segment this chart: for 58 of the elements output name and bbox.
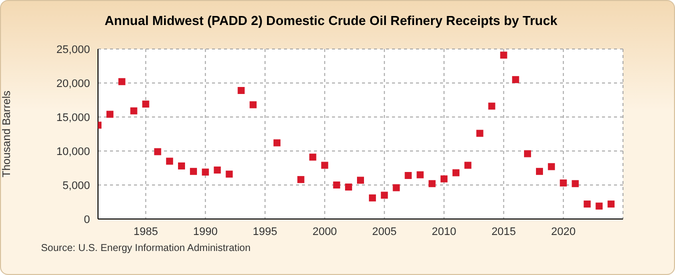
x-tick-label: 2000 (312, 226, 337, 238)
point (452, 169, 460, 176)
source-note: Source: U.S. Energy Information Administration (41, 243, 251, 254)
point (560, 179, 567, 186)
point (118, 78, 126, 86)
chart-title: Annual Midwest (PADD 2) Domestic Crude Oil Refinery Receipts by Truck (104, 13, 558, 28)
point (428, 180, 436, 188)
x-tick-label: 2020 (551, 226, 576, 238)
point (333, 182, 340, 188)
point (368, 194, 376, 202)
point (500, 52, 508, 59)
point (584, 200, 591, 208)
y-tick-label: 20,000 (56, 78, 90, 90)
point (309, 154, 316, 161)
y-tick-label: 10,000 (56, 146, 90, 158)
y-tick-label: 25,000 (56, 44, 90, 56)
x-tick-label: 2015 (491, 226, 516, 238)
point (154, 148, 162, 156)
point (572, 180, 579, 188)
point (596, 202, 603, 210)
point (345, 184, 352, 191)
point (392, 184, 400, 192)
point (321, 162, 328, 169)
point (380, 192, 388, 199)
x-tick-label: 1995 (252, 226, 278, 238)
y-tick-label: 0 (84, 214, 90, 226)
point (476, 130, 484, 137)
x-tick-label: 1985 (133, 226, 158, 238)
point (488, 102, 496, 110)
x-tick-label: 1990 (193, 226, 218, 238)
point (548, 163, 555, 170)
point (130, 107, 138, 114)
point (273, 139, 280, 146)
point (214, 166, 221, 174)
x-tick-label: 2005 (372, 226, 397, 238)
point (536, 168, 543, 175)
point (464, 162, 472, 169)
point (250, 101, 257, 108)
point (166, 158, 174, 165)
point (142, 100, 150, 108)
point (202, 168, 209, 176)
y-axis-title: Thousand Barrels (0, 90, 13, 178)
point (416, 171, 424, 178)
y-tick-label: 15,000 (56, 112, 90, 124)
point (440, 175, 448, 182)
point (297, 176, 304, 184)
point (226, 170, 233, 178)
y-tick-label: 5,000 (62, 180, 90, 192)
point (608, 200, 615, 208)
point (190, 168, 197, 175)
point (512, 76, 520, 84)
point (357, 176, 364, 184)
point (524, 150, 532, 158)
point (178, 162, 186, 170)
point (404, 172, 412, 179)
point (238, 86, 245, 94)
x-tick-label: 2010 (432, 226, 456, 238)
point (106, 110, 114, 118)
